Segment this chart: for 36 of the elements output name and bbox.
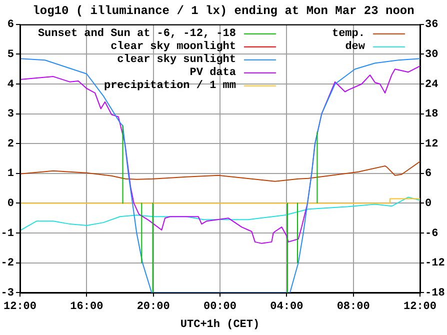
y-tick-label: 4 [7,78,14,91]
y-tick-label: -1 [0,228,14,240]
y2-tick-label: 30 [425,48,438,61]
legend-label: dew [345,41,366,54]
legend-label: temp. [332,28,365,40]
x-tick-label: 12:00 [3,300,37,313]
y2-tick-label: 24 [425,78,439,91]
legend-label: clear sky moonlight [110,41,236,54]
chart-title: log10 ( illuminance / 1 lx) ending at Mon Mar 23 noon [32,4,414,18]
y-tick-label: 1 [7,168,14,180]
x-tick-label: 04:00 [270,300,304,313]
legend-label: clear sky sunlight [117,54,236,66]
y-tick-label: 6 [7,19,14,32]
x-tick-label: 08:00 [336,300,370,313]
y2-tick-label: 0 [425,198,432,210]
y2-tick-label: 36 [425,19,438,32]
y2-tick-label: -6 [425,228,438,240]
y2-tick-label: 6 [425,168,432,180]
y-tick-label: 5 [7,48,14,61]
y-tick-label: 3 [7,108,14,121]
y-tick-label: -2 [0,258,14,270]
y2-tick-label: -12 [425,258,445,270]
y2-tick-label: -18 [425,287,446,300]
x-tick-label: 12:00 [403,300,437,313]
y2-tick-label: 18 [425,108,439,121]
y-tick-label: 0 [7,198,14,210]
y-tick-label: 2 [7,138,14,150]
x-tick-label: 00:00 [203,300,237,313]
legend-label: precipitation / 1 mm [104,80,236,92]
legend-label: PV data [190,67,236,80]
x-tick-label: 16:00 [70,300,104,313]
legend-label: Sunset and Sun at -6, -12, -18 [38,28,236,40]
y-tick-label: -3 [0,287,14,300]
y2-tick-label: 12 [425,138,438,150]
x-axis-title: UTC+1h (CET) [180,319,260,332]
x-tick-label: 20:00 [136,300,170,313]
